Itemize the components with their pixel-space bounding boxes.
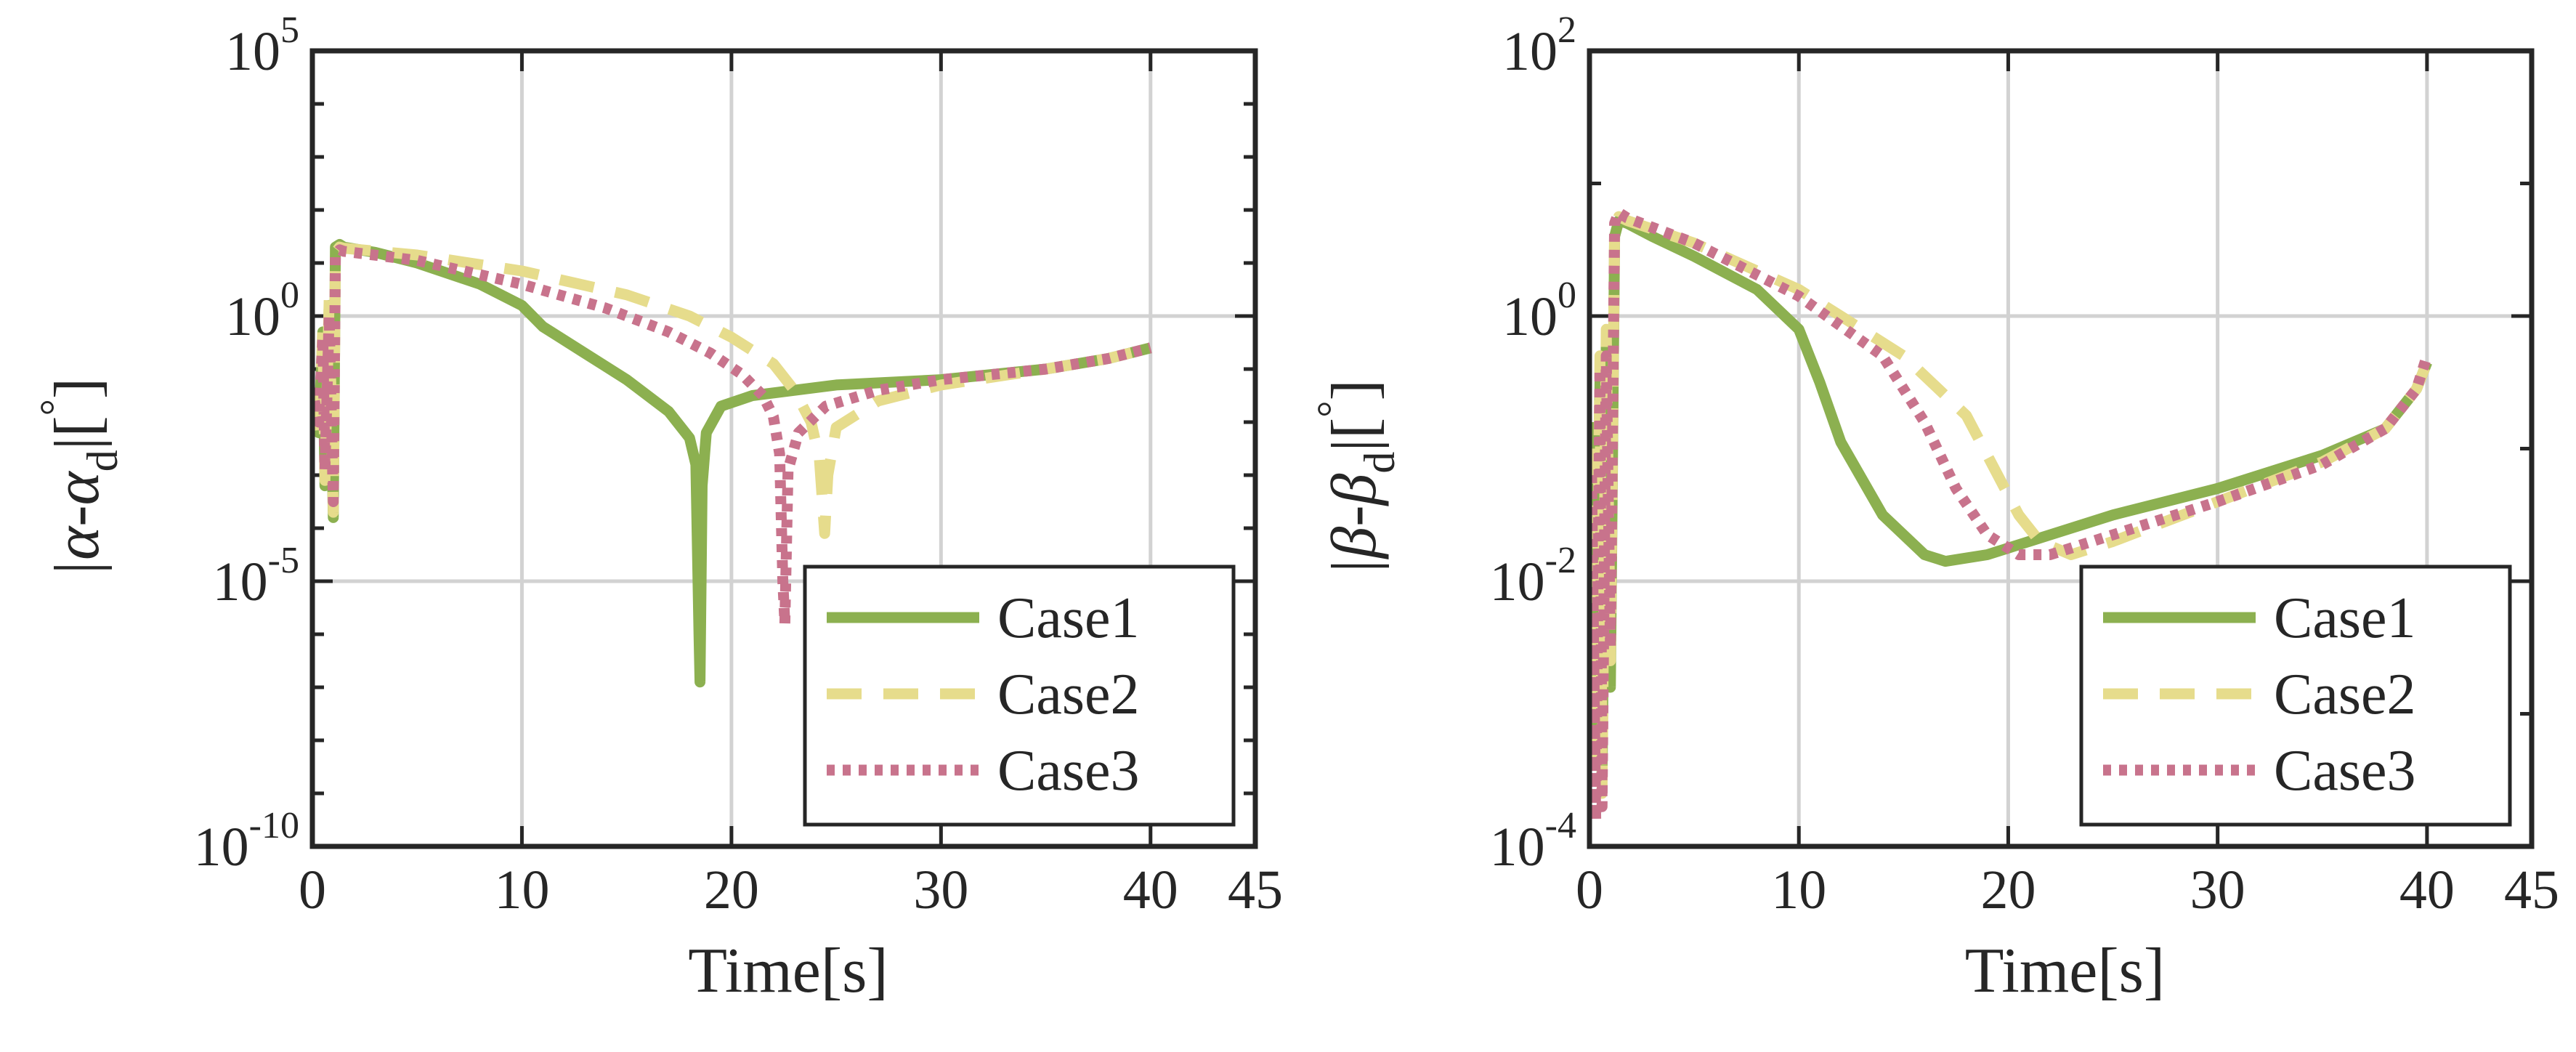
xtick-label-10: 10	[1771, 859, 1826, 920]
figure: 0 10 20 30 40 4510-1010-5100105Time[s]|α-αd|[…	[0, 0, 2576, 1052]
legend-label-case2: Case2	[2274, 663, 2416, 727]
xtick-label-30: 30	[2190, 859, 2245, 920]
xtick-label-30: 30	[913, 859, 968, 920]
x-axis-label: Time[s]	[1965, 936, 2165, 1006]
legend-label-case1: Case1	[2274, 586, 2416, 650]
legend-label-case3: Case3	[2274, 739, 2416, 803]
legend-label-case3: Case3	[997, 739, 1140, 803]
xtick-label-20: 20	[704, 859, 759, 920]
x-axis-label: Time[s]	[688, 936, 888, 1006]
xtick-label-45: 45	[1228, 859, 1283, 920]
xtick-label-40: 40	[1123, 859, 1178, 920]
xtick-label-20: 20	[1980, 859, 2036, 920]
xtick-label-0: 0	[1576, 859, 1603, 920]
legend-label-case1: Case1	[997, 586, 1140, 650]
legend: Case1 Case2 Case3	[2081, 567, 2510, 825]
legend-label-case2: Case2	[997, 663, 1140, 727]
xtick-label-40: 40	[2399, 859, 2455, 920]
xtick-label-45: 45	[2504, 859, 2559, 920]
legend: Case1 Case2 Case3	[805, 567, 1234, 825]
xtick-label-0: 0	[299, 859, 326, 920]
xtick-label-10: 10	[494, 859, 549, 920]
